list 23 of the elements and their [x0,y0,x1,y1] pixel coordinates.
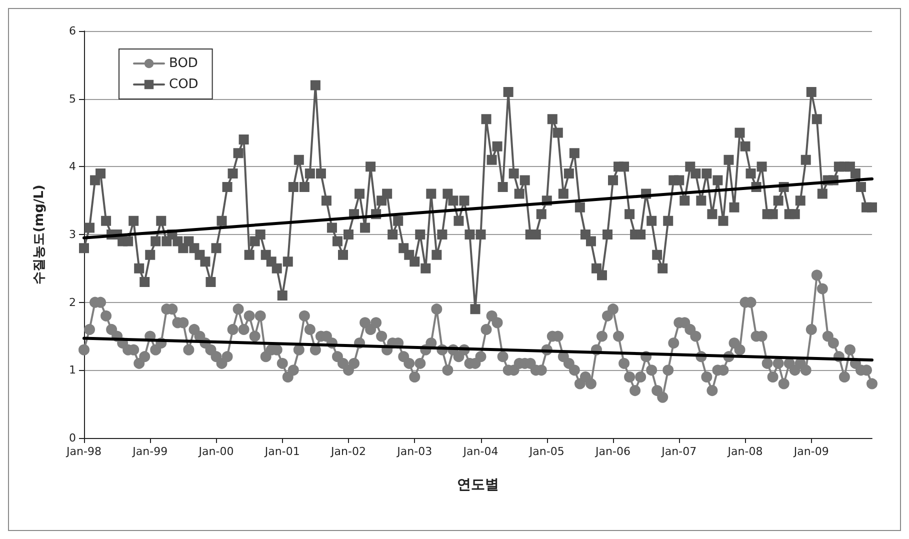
legend-label: COD [169,77,198,92]
y-tick-label: 3 [69,228,76,241]
y-tick-label: 4 [69,160,76,174]
legend-label: BOD [169,56,198,71]
x-tick-label: Jan-99 [132,445,168,458]
x-tick-label: Jan-02 [330,445,366,458]
x-tick-label: Jan-04 [462,445,498,458]
x-tick-label: Jan-06 [594,445,630,458]
x-tick-label: Jan-03 [396,445,432,458]
y-axis-title: 수질농도(mg/L) [32,184,47,284]
y-tick-label: 1 [69,364,76,377]
x-tick-label: Jan-98 [66,445,102,458]
y-tick-label: 0 [69,432,76,444]
y-tick-label: 6 [69,24,76,38]
x-tick-label: Jan-00 [198,445,234,458]
x-tick-label: Jan-09 [792,445,829,458]
y-tick-label: 2 [69,296,76,309]
x-tick-label: Jan-01 [264,445,300,458]
x-tick-label: Jan-07 [660,445,697,458]
x-tick-label: Jan-08 [726,445,763,458]
x-axis-title: 연도별 [457,477,499,493]
x-tick-label: Jan-05 [528,445,564,458]
y-tick-label: 5 [69,92,76,106]
